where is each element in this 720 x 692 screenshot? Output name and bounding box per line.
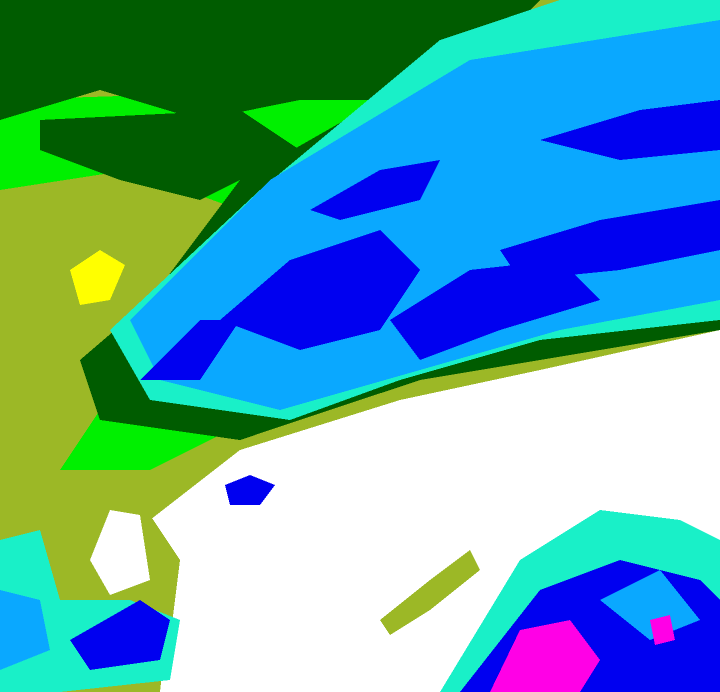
magenta-core	[490, 620, 600, 692]
blue-streak-6	[140, 320, 240, 380]
blue-cell	[225, 475, 275, 505]
blue-streak-4	[540, 100, 720, 160]
bottom-left-blue	[70, 600, 170, 670]
blue-streak-2	[390, 260, 600, 360]
blue-streak-3	[500, 200, 720, 280]
bottom-left-light-blue	[0, 590, 50, 670]
magenta-spot	[650, 615, 675, 645]
dark-green-band	[40, 110, 300, 200]
blue-streak-5	[310, 160, 440, 220]
yellow-spot	[70, 250, 125, 305]
olive-streaks	[380, 550, 480, 635]
bottom-left-white	[90, 510, 150, 595]
olive-region	[0, 170, 240, 470]
blue-streak-1	[220, 230, 420, 350]
bottom-right-light-blue	[600, 570, 700, 640]
